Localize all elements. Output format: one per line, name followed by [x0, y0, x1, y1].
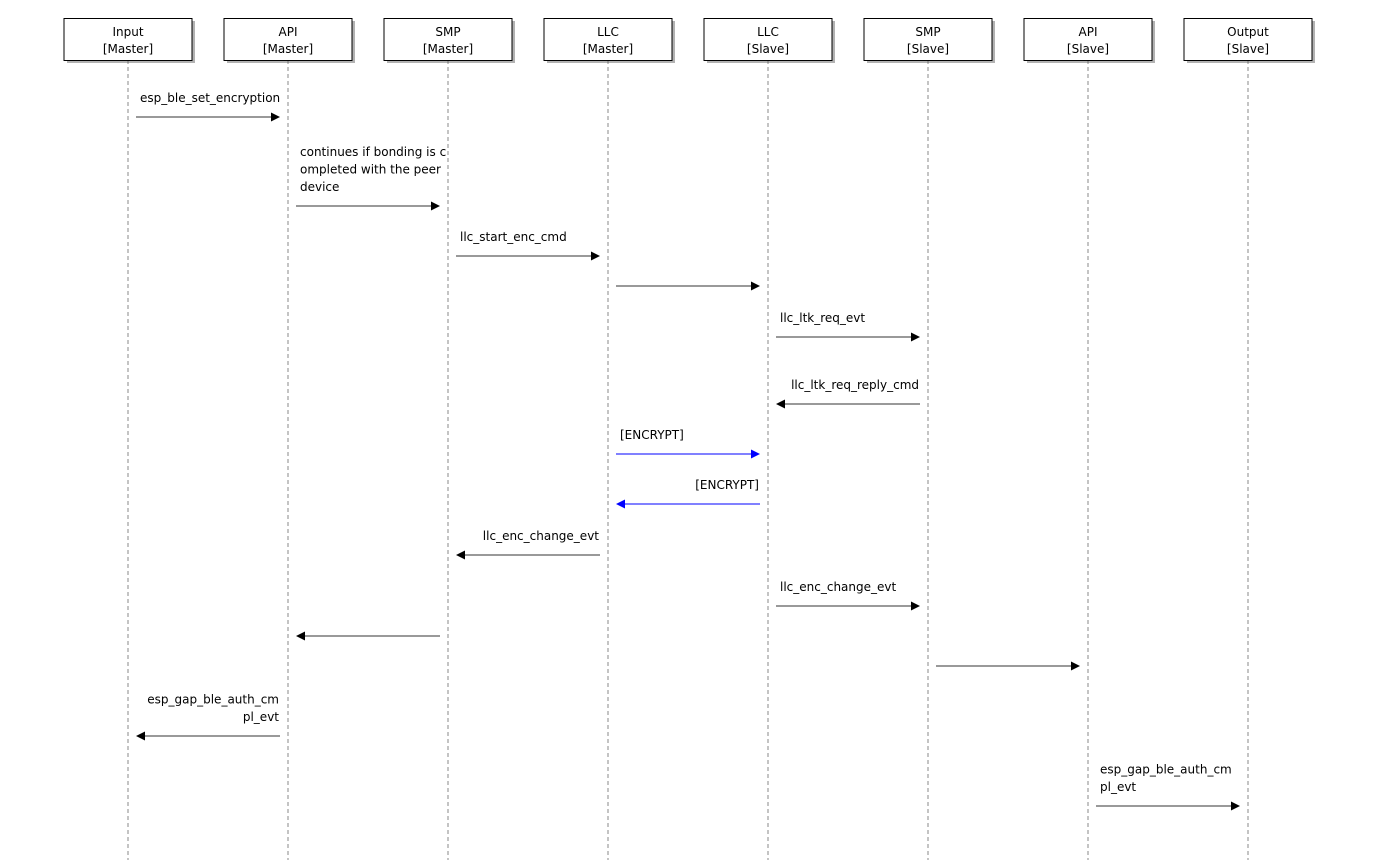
message-label: llc_ltk_req_reply_cmd	[791, 378, 919, 392]
message: llc_ltk_req_reply_cmd	[776, 378, 920, 409]
message-label: ompleted with the peer	[300, 163, 441, 177]
participant-role: [Master]	[263, 42, 313, 56]
participant-box	[223, 18, 353, 61]
message	[616, 281, 760, 291]
message-label: llc_ltk_req_evt	[780, 311, 865, 325]
message-label: llc_enc_change_evt	[780, 580, 896, 594]
participant: API [Master]	[223, 18, 355, 860]
arrowhead-icon	[1071, 661, 1080, 671]
participant-box	[383, 18, 513, 61]
participant-role: [Master]	[423, 42, 473, 56]
participant: LLC [Master]	[543, 18, 675, 860]
participant-role: [Slave]	[1067, 42, 1109, 56]
message-label: continues if bonding is c	[300, 145, 446, 159]
participant-name: LLC	[757, 25, 779, 39]
arrowhead-icon	[456, 550, 465, 560]
message-label: [ENCRYPT]	[695, 478, 759, 492]
participant-name: LLC	[597, 25, 619, 39]
participant-role: [Slave]	[907, 42, 949, 56]
message: llc_start_enc_cmd	[456, 230, 600, 261]
message: continues if bonding is c ompleted with t…	[296, 145, 446, 211]
message: esp_ble_set_encryption	[136, 91, 280, 122]
message-label: [ENCRYPT]	[620, 428, 684, 442]
participant-role: [Master]	[103, 42, 153, 56]
message-label: esp_gap_ble_auth_cm	[147, 693, 279, 707]
participant-name: API	[279, 25, 298, 39]
message-label: pl_evt	[1100, 780, 1136, 794]
arrowhead-icon	[751, 281, 760, 291]
arrowhead-icon	[776, 399, 785, 409]
participant-box	[703, 18, 833, 61]
participant-box	[1183, 18, 1313, 61]
message-label: device	[300, 180, 339, 194]
participant-role: [Slave]	[1227, 42, 1269, 56]
message: [ENCRYPT]	[616, 478, 760, 509]
participant: SMP [Master]	[383, 18, 515, 860]
message: llc_enc_change_evt	[456, 529, 600, 560]
arrowhead-icon	[911, 601, 920, 611]
participant-box	[1023, 18, 1153, 61]
participant-name: API	[1079, 25, 1098, 39]
arrowhead-icon	[616, 499, 625, 509]
message: llc_enc_change_evt	[776, 580, 920, 611]
arrowhead-icon	[1231, 801, 1240, 811]
message-label: llc_start_enc_cmd	[460, 230, 567, 244]
message: llc_ltk_req_evt	[776, 311, 920, 342]
message: esp_gap_ble_auth_cm pl_evt	[136, 693, 280, 741]
message-label: llc_enc_change_evt	[483, 529, 599, 543]
arrowhead-icon	[591, 251, 600, 261]
participant-box	[863, 18, 993, 61]
message-label: esp_ble_set_encryption	[140, 91, 280, 105]
participant-box	[63, 18, 193, 61]
participant: Input [Master]	[63, 18, 195, 860]
arrowhead-icon	[296, 631, 305, 641]
participant-name: SMP	[915, 25, 940, 39]
participant-name: Input	[112, 25, 143, 39]
participant-name: SMP	[435, 25, 460, 39]
message: esp_gap_ble_auth_cm pl_evt	[1096, 763, 1240, 811]
arrowhead-icon	[751, 449, 760, 459]
message: [ENCRYPT]	[616, 428, 760, 459]
participant: Output [Slave]	[1183, 18, 1315, 860]
message	[296, 631, 440, 641]
arrowhead-icon	[136, 731, 145, 741]
participant: SMP [Slave]	[863, 18, 995, 860]
arrowhead-icon	[911, 332, 920, 342]
participant-name: Output	[1227, 25, 1269, 39]
arrowhead-icon	[431, 201, 440, 211]
participant-role: [Slave]	[747, 42, 789, 56]
participant: API [Slave]	[1023, 18, 1155, 860]
message-label: esp_gap_ble_auth_cm	[1100, 763, 1232, 777]
arrowhead-icon	[271, 112, 280, 122]
message	[936, 661, 1080, 671]
message-label: pl_evt	[243, 710, 279, 724]
participant-box	[543, 18, 673, 61]
participant: LLC [Slave]	[703, 18, 835, 860]
participant-role: [Master]	[583, 42, 633, 56]
